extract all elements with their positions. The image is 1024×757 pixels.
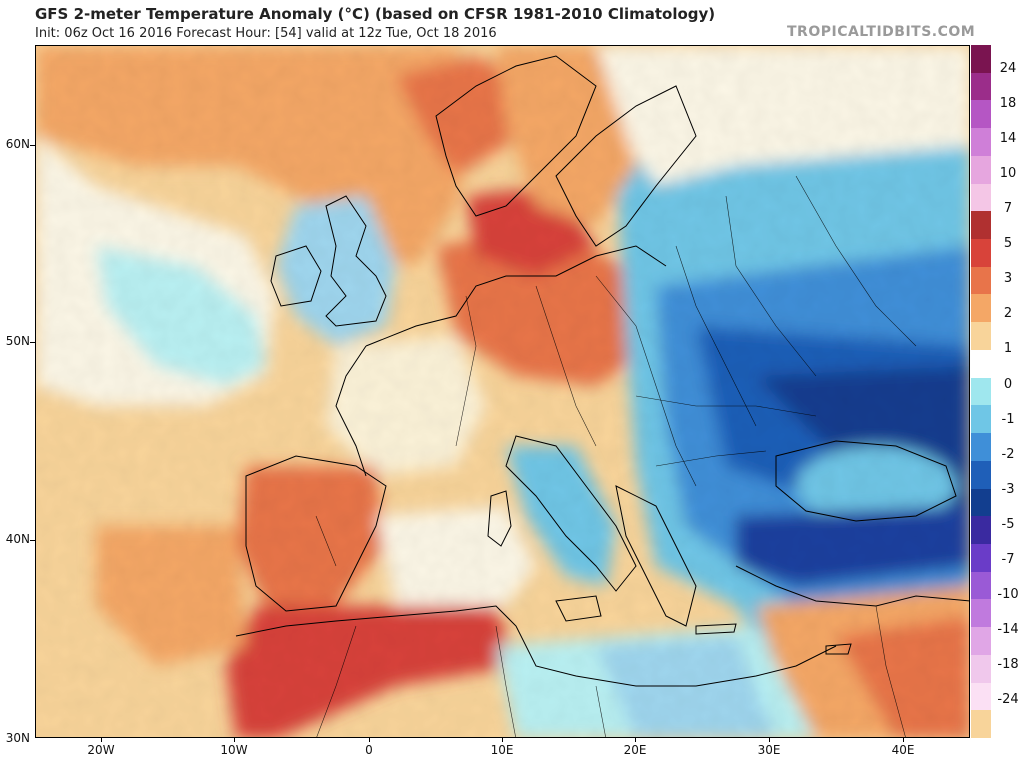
colorbar-label: 5 <box>1003 236 1013 252</box>
colorbar-label: 10 <box>999 166 1017 182</box>
coastlines <box>235 55 969 687</box>
colorbar-segment <box>971 377 991 406</box>
colorbar-label: -5 <box>1001 516 1015 532</box>
field-texture <box>36 46 969 737</box>
site-watermark: TROPICALTIDBITS.COM <box>787 24 976 40</box>
colorbar-segment <box>971 571 991 600</box>
map-title: GFS 2-meter Temperature Anomaly (°C) (ba… <box>35 5 716 23</box>
lon-tick-30e <box>769 738 770 742</box>
colorbar-label: -7 <box>1001 551 1015 567</box>
lat-label-50n: 50N <box>5 334 30 348</box>
colorbar-segment <box>971 72 991 101</box>
colorbar-label: -24 <box>997 692 1019 707</box>
colorbar-label: -10 <box>997 586 1019 602</box>
colorbar-label: -18 <box>997 656 1019 672</box>
colorbar-label: 24 <box>999 61 1017 76</box>
colorbar-segment <box>971 543 991 573</box>
colorbar-label: 18 <box>999 96 1017 112</box>
colorbar-segment <box>971 183 991 212</box>
lat-tick-60n <box>30 145 35 146</box>
colorbar-segment <box>971 710 991 739</box>
colorbar-label: 7 <box>1003 201 1013 217</box>
colorbar-segment <box>971 627 991 656</box>
colorbar-segment <box>971 349 991 379</box>
colorbar-segment <box>971 516 991 545</box>
colorbar-segment <box>971 405 991 434</box>
colorbar-label: 1 <box>1003 341 1013 357</box>
lon-label-0: 0 <box>365 743 373 757</box>
colorbar-label: 0 <box>1003 376 1013 392</box>
colorbar-segment <box>971 211 991 240</box>
colorbar-label: 2 <box>1003 306 1013 322</box>
colorbar-label: -2 <box>1001 446 1015 462</box>
colorbar-segment <box>971 599 991 628</box>
colorbar-segment <box>971 45 991 74</box>
lon-label-40e: 40E <box>891 743 915 757</box>
lon-label-10w: 10W <box>220 743 248 757</box>
colorbar-label: -1 <box>1001 411 1015 427</box>
colorbar-segment <box>971 433 991 462</box>
colorbar <box>971 45 991 739</box>
colorbar-segment <box>971 460 991 490</box>
forecast-info: Init: 06z Oct 16 2016 Forecast Hour: [54… <box>35 26 497 41</box>
lon-label-20w: 20W <box>87 743 115 757</box>
colorbar-segment <box>971 100 991 129</box>
lat-label-60n: 60N <box>5 137 30 151</box>
colorbar-label: -3 <box>1001 481 1015 497</box>
colorbar-segment <box>971 488 991 517</box>
lat-tick-40n <box>30 540 35 541</box>
colorbar-segment <box>971 322 991 351</box>
map-canvas <box>36 46 969 737</box>
colorbar-segment <box>971 294 991 323</box>
colorbar-label: -14 <box>997 621 1019 637</box>
lon-label-30e: 30E <box>757 743 781 757</box>
country-borders <box>315 175 917 737</box>
colorbar-label: 3 <box>1003 271 1013 287</box>
lon-label-10e: 10E <box>490 743 514 757</box>
colorbar-segment <box>971 654 991 684</box>
colorbar-label: 14 <box>999 131 1017 147</box>
lon-tick-10w <box>234 738 235 742</box>
anomaly-map <box>35 45 970 738</box>
lon-tick-20e <box>635 738 636 742</box>
lon-tick-10e <box>502 738 503 742</box>
colorbar-segment <box>971 682 991 711</box>
lat-label-30n: 30N <box>5 731 30 745</box>
lat-tick-50n <box>30 342 35 343</box>
lon-tick-20w <box>101 738 102 742</box>
colorbar-segment <box>971 128 991 157</box>
colorbar-segment <box>971 266 991 295</box>
colorbar-segment <box>971 239 991 268</box>
lon-tick-0 <box>369 738 370 742</box>
lon-tick-40e <box>903 738 904 742</box>
colorbar-segment <box>971 155 991 185</box>
lon-label-20e: 20E <box>623 743 647 757</box>
lat-label-40n: 40N <box>5 532 30 546</box>
